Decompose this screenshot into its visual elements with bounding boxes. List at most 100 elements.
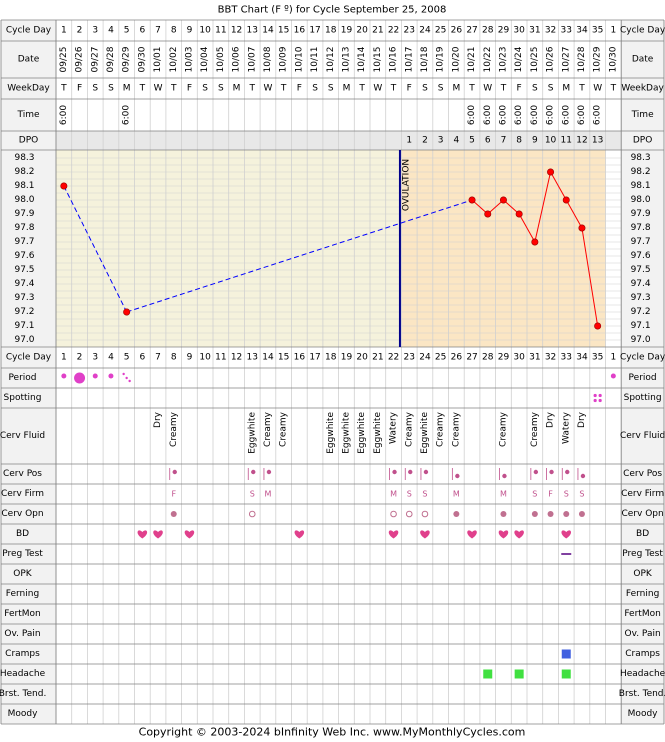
cerv-fluid-cell: Creamy [169,411,179,447]
obs-label-right-period: Period [629,373,657,383]
cycle-day-cell: 3 [92,26,98,36]
cycle-day-cell: 4 [108,26,114,36]
temp-line [503,199,520,215]
weekday-cell: W [483,84,492,94]
temp-point [484,210,492,218]
cycle-day-cell: 25 [435,26,446,36]
spotting-dot [598,393,602,398]
time-cell: 6:00 [122,105,132,125]
period-dot [92,373,98,379]
weekday-cell: F [77,84,82,94]
cycle-day-cell: 33 [561,26,572,36]
temp-tick-left: 98.3 [14,153,34,163]
temp-point [123,308,131,316]
cerv-opn-closed [563,511,570,517]
temp-gap-line [126,199,473,313]
cycle-day-cell: 12 [231,26,242,36]
dpo-cell: 2 [422,136,428,146]
cerv-pos-dot [172,469,177,475]
cerv-firm-cell: S [564,490,569,499]
temp-tick-right: 97.0 [631,335,651,345]
bd-heart [561,530,572,539]
date-cell: 10/07 [247,47,257,73]
weekday-cell: F [407,84,412,94]
obs-label-ov_pain: Ov. Pain [4,629,40,639]
cerv-fluid-cell: Eggwhite [357,412,367,454]
cerv-opn-closed [547,511,554,517]
cycle-day-cell-bottom: 23 [404,353,415,363]
time-cell: 6:00 [483,105,493,125]
time-cell: 6:00 [498,105,508,125]
date-cell: 10/18 [420,46,430,72]
cycle-day-cell-bottom: 20 [356,353,368,363]
cycle-day-cell: 32 [545,26,556,36]
cycle-day-cell-bottom: 22 [388,353,399,363]
date-cell: 10/19 [436,46,446,72]
dpo-cell: 9 [532,136,538,146]
time-cell: 6:00 [561,105,571,125]
cerv-opn-open [248,510,256,518]
weekday-cell: T [390,84,397,94]
cerv-fluid-cell: Watery [561,411,571,444]
date-label-left: Date [18,55,40,65]
obs-label-right-brst_tend: Brst. Tend. [619,689,665,699]
cycle-day-cell-bottom: 19 [341,353,353,363]
cramps-marker [561,649,571,659]
date-cell: 10/29 [593,46,603,72]
cerv-fluid-cell: Creamy [263,411,273,447]
weekday-cell: W [373,84,382,94]
cycle-day-cell: 11 [215,26,226,36]
cycle-day-cell-bottom: 13 [247,353,258,363]
dpo-cell: 11 [561,136,572,146]
weekday-cell: M [343,84,351,94]
date-cell: 09/27 [90,47,100,73]
cycle-day-cell-bottom: 4 [108,353,114,363]
cycle-day-cell: 34 [576,26,588,36]
period-spot [122,372,125,376]
cycle-day-cell-bottom: 35 [592,353,603,363]
cycle-day-cell: 10 [199,26,211,36]
date-cell: 10/12 [326,47,336,73]
temp-tick-left: 97.4 [14,279,34,289]
date-cell: 10/23 [498,47,508,73]
time-cell: 6:00 [467,105,477,125]
obs-label-right-spotting: Spotting [624,393,662,403]
date-cell: 10/30 [608,46,618,72]
obs-label-cerv_opn: Cerv Opn [1,509,43,519]
headache-marker [483,669,493,679]
cycle-day-cell-bottom: 15 [278,353,289,363]
cycle-day-cell-bottom: 21 [372,353,383,363]
cycle-day-label-right: Cycle Day [620,26,665,36]
temp-tick-right: 98.1 [631,181,651,191]
bd-heart [137,530,148,539]
cycle-day-cell: 1 [61,26,67,36]
obs-label-right-headache: Headache [620,669,665,679]
temp-tick-left: 98.2 [14,167,34,177]
dpo-label-right: DPO [633,136,652,146]
cycle-day-cell: 26 [451,26,463,36]
cycle-day-cell-bottom: 28 [482,353,494,363]
bd-heart [184,530,195,539]
obs-label-right-ferning: Ferning [626,589,659,599]
bd-heart [153,530,163,539]
cycle-day-cell: 16 [294,26,306,36]
weekday-cell: M [123,84,131,94]
bd-heart [498,530,509,539]
weekday-cell: S [328,84,334,94]
weekday-cell: M [452,84,460,94]
cycle-day-cell: 15 [278,26,289,36]
obs-label-opk: OPK [13,569,33,579]
date-cell: 10/02 [169,47,179,73]
obs-label-right-opk: OPK [633,569,653,579]
temp-line [565,199,583,229]
weekday-cell: F [517,84,522,94]
date-cell: 10/20 [451,46,461,72]
weekday-cell: F [187,84,192,94]
cycle-day-cell-bottom: 12 [231,353,242,363]
temp-tick-right: 97.4 [631,279,651,289]
cycle-day-cell-bottom: 5 [124,353,130,363]
left-label-bg [1,20,56,724]
date-cell: 10/27 [561,47,571,73]
cerv-fluid-cell: Creamy [530,411,540,447]
weekday-cell: T [170,84,177,94]
